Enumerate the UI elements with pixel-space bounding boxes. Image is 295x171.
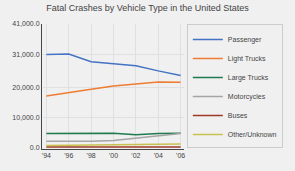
svg-text:'02: '02 [131,152,140,159]
svg-text:'04: '04 [154,152,163,159]
svg-text:Large Trucks: Large Trucks [228,74,269,82]
svg-text:'06: '06 [176,152,185,159]
svg-text:'00: '00 [109,152,118,159]
svg-text:Buses: Buses [228,112,248,119]
svg-text:'96: '96 [64,152,73,159]
svg-text:0.0: 0.0 [30,144,40,151]
svg-text:'94: '94 [42,152,51,159]
svg-text:41,000.0: 41,000.0 [12,20,39,27]
svg-text:Other/Unknown: Other/Unknown [228,131,277,138]
svg-text:20,000.0: 20,000.0 [12,84,39,91]
svg-text:Fatal Crashes by Vehicle Type: Fatal Crashes by Vehicle Type in the Uni… [46,3,249,13]
svg-text:Light Trucks: Light Trucks [228,55,266,63]
svg-text:31,000.0: 31,000.0 [12,51,39,58]
svg-text:10,000.0: 10,000.0 [12,114,39,121]
svg-text:Passenger: Passenger [228,36,262,44]
svg-text:Motorcycles: Motorcycles [228,93,266,101]
svg-text:'98: '98 [87,152,96,159]
